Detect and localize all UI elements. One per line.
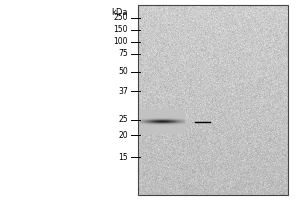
Text: 20: 20 (118, 130, 128, 140)
Text: 150: 150 (113, 25, 128, 34)
Text: 75: 75 (118, 49, 128, 58)
Text: 37: 37 (118, 86, 128, 96)
Text: 50: 50 (118, 68, 128, 76)
Text: 250: 250 (113, 14, 128, 22)
Text: 100: 100 (113, 38, 128, 46)
Text: kDa: kDa (112, 8, 128, 17)
Text: 15: 15 (118, 152, 128, 162)
Text: 25: 25 (118, 116, 128, 124)
